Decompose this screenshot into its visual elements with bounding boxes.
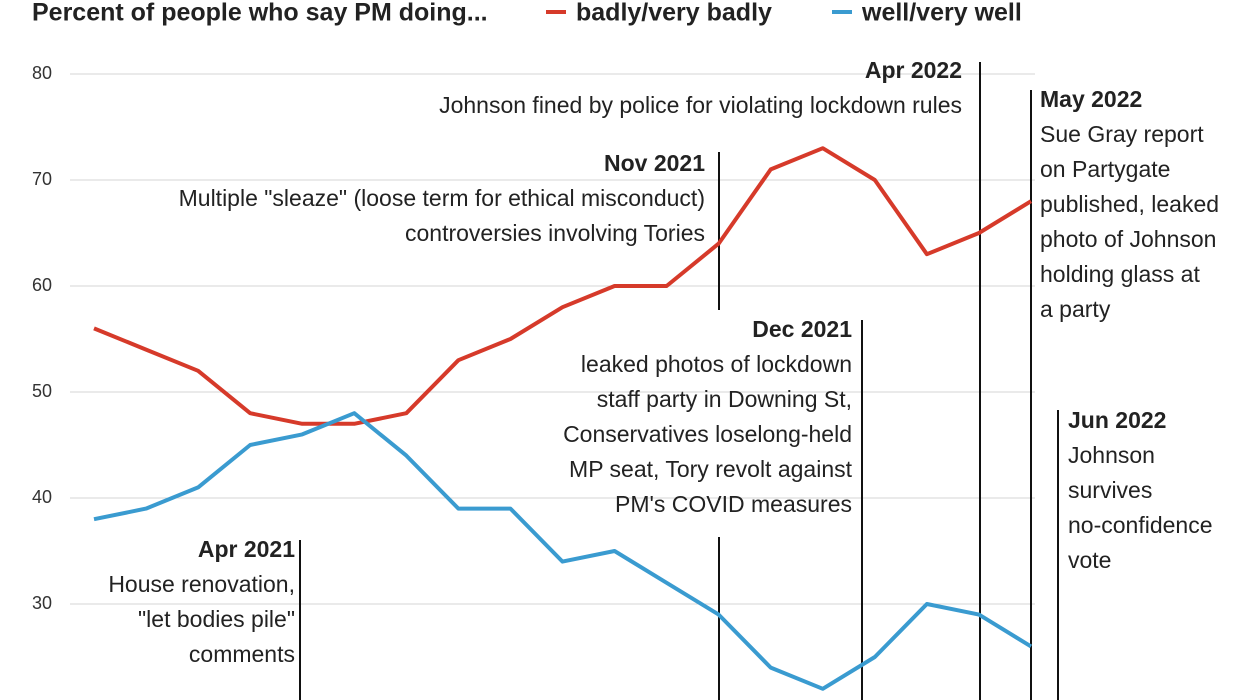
annotation-text: published, leaked	[1040, 191, 1219, 217]
annotation-text: photo of Johnson	[1040, 226, 1216, 252]
annotation-text: "let bodies pile"	[138, 606, 295, 632]
chart-title: Percent of people who say PM doing...	[32, 0, 488, 27]
annotation-text: no-confidence	[1068, 512, 1213, 538]
annotation-text: on Partygate	[1040, 156, 1170, 182]
annotation-text: House renovation,	[108, 571, 295, 597]
annotation-text: Johnson fined by police for violating lo…	[439, 92, 962, 118]
y-tick-label: 60	[32, 275, 52, 295]
annotation-date: May 2022	[1040, 86, 1142, 112]
annotation-text: Multiple "sleaze" (loose term for ethica…	[179, 185, 705, 211]
annotation-text: a party	[1040, 296, 1111, 322]
y-tick-label: 30	[32, 593, 52, 613]
annotation-text: staff party in Downing St,	[597, 386, 852, 412]
annotation-text: vote	[1068, 547, 1111, 573]
annotation-text: MP seat, Tory revolt against	[569, 456, 853, 482]
y-tick-label: 70	[32, 169, 52, 189]
legend-label: badly/very badly	[576, 0, 772, 27]
legend-label: well/very well	[861, 0, 1022, 27]
annotation-text: Conservatives loselong-held	[563, 421, 852, 447]
annotation-date: Jun 2022	[1068, 407, 1166, 433]
annotation-text: Sue Gray report	[1040, 121, 1204, 147]
annotation-text: controversies involving Tories	[405, 220, 705, 246]
y-tick-label: 50	[32, 381, 52, 401]
annotation-text: survives	[1068, 477, 1152, 503]
series-line	[93, 146, 1033, 426]
annotation-date: Apr 2022	[865, 57, 962, 83]
annotation-text: comments	[189, 641, 295, 667]
series-line	[93, 411, 1033, 691]
annotation-text: Johnson	[1068, 442, 1155, 468]
annotation-date: Nov 2021	[604, 150, 705, 176]
annotation-text: holding glass at	[1040, 261, 1200, 287]
annotation-text: leaked photos of lockdown	[581, 351, 852, 377]
annotation-text: PM's COVID measures	[615, 491, 852, 517]
y-tick-label: 40	[32, 487, 52, 507]
y-tick-label: 80	[32, 63, 52, 83]
annotation-date: Dec 2021	[752, 316, 852, 342]
annotation-date: Apr 2021	[198, 536, 295, 562]
